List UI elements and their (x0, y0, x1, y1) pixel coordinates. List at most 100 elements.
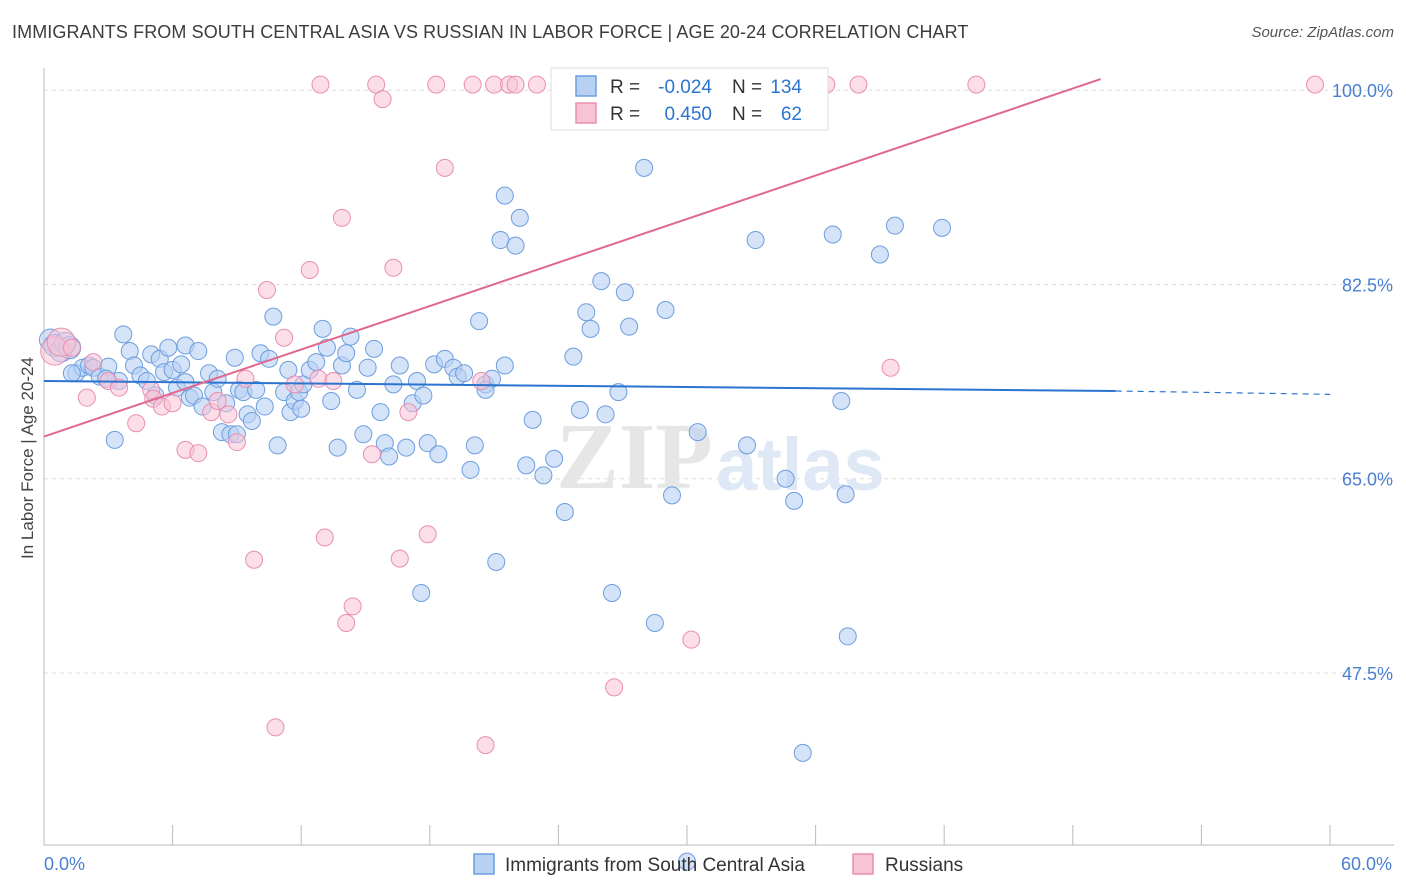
data-point-russians (84, 353, 103, 372)
data-point-russians (1305, 75, 1324, 94)
y-tick-labels: 47.5% 65.0% 82.5% 100.0% (1332, 81, 1393, 684)
data-point-russians (324, 372, 343, 391)
legend-item-pink-label: Russians (885, 855, 963, 876)
data-point-immigrants (105, 430, 124, 449)
y-axis-label: In Labor Force | Age 20-24 (18, 357, 37, 559)
data-point-immigrants (461, 460, 480, 479)
data-point-russians (967, 75, 986, 94)
data-point-immigrants (577, 303, 596, 322)
legend-item-blue-label: Immigrants from South Central Asia (505, 855, 805, 876)
x-tick-labels: 0.0% 60.0% (44, 854, 1392, 874)
data-point-russians (390, 549, 409, 568)
data-point-russians (110, 378, 129, 397)
watermark-atlas: atlas (716, 423, 885, 506)
data-point-immigrants (317, 338, 336, 357)
data-point-russians (485, 75, 504, 94)
data-point-immigrants (836, 485, 855, 504)
data-point-immigrants (365, 339, 384, 358)
trend-line-russians (43, 78, 1101, 438)
chart-title: IMMIGRANTS FROM SOUTH CENTRAL ASIA VS RU… (12, 22, 969, 42)
data-point-immigrants (313, 319, 332, 338)
legend-item-blue-swatch (473, 853, 495, 875)
data-point-immigrants (545, 449, 564, 468)
data-point-immigrants (688, 423, 707, 442)
data-point-russians (418, 525, 437, 544)
data-point-immigrants (159, 338, 178, 357)
legend-swatch-pink (575, 102, 597, 124)
data-point-immigrants (337, 344, 356, 363)
data-point-russians (849, 75, 868, 94)
data-point-immigrants (656, 300, 675, 319)
data-point-russians (62, 338, 81, 357)
data-point-immigrants (570, 400, 589, 419)
data-point-immigrants (620, 317, 639, 336)
legend-swatch-blue (575, 75, 597, 97)
stats-r-label-1: R = (610, 77, 640, 98)
data-point-russians (257, 281, 276, 299)
data-point-immigrants (870, 245, 889, 264)
data-point-russians (315, 528, 334, 547)
data-point-immigrants (354, 425, 373, 444)
data-point-immigrants (292, 399, 311, 418)
data-point-russians (219, 405, 238, 424)
data-point-immigrants (615, 283, 634, 302)
data-point-russians (311, 75, 330, 94)
data-point-russians (77, 388, 96, 407)
data-point-immigrants (495, 356, 514, 375)
data-point-immigrants (264, 307, 283, 326)
data-point-russians (373, 90, 392, 109)
y-tick-label: 100.0% (1332, 81, 1393, 101)
data-point-immigrants (933, 218, 952, 237)
data-point-immigrants (412, 584, 431, 603)
data-point-immigrants (487, 552, 506, 571)
x-tick-label: 0.0% (44, 854, 85, 874)
data-point-immigrants (885, 216, 904, 235)
data-point-immigrants (414, 386, 433, 405)
data-point-immigrants (506, 236, 525, 255)
data-point-immigrants (429, 445, 448, 464)
data-point-immigrants (592, 272, 611, 291)
series-legend: Immigrants from South Central Asia Russi… (473, 853, 963, 876)
data-point-immigrants (491, 231, 510, 250)
trend-lines (43, 78, 1331, 438)
data-point-immigrants (465, 436, 484, 455)
trend-line-immigrants-extension (1115, 390, 1331, 395)
series-russians-points (40, 75, 1324, 755)
data-point-immigrants (189, 342, 208, 361)
data-point-immigrants (832, 392, 851, 410)
data-point-immigrants (510, 208, 529, 227)
data-point-russians (208, 392, 227, 410)
y-tick-label: 82.5% (1342, 275, 1393, 295)
data-point-russians (300, 261, 319, 280)
data-point-immigrants (62, 364, 81, 383)
data-point-russians (399, 403, 418, 422)
stats-r-value-1: -0.024 (658, 77, 712, 98)
data-point-immigrants (225, 348, 244, 367)
data-point-immigrants (307, 353, 326, 372)
data-point-immigrants (268, 436, 287, 455)
source-label: Source: ZipAtlas.com (1251, 24, 1394, 41)
data-point-immigrants (534, 466, 553, 485)
trend-line-immigrants (43, 380, 1116, 393)
data-point-russians (463, 75, 482, 94)
data-point-russians (189, 444, 208, 463)
data-point-immigrants (371, 403, 390, 422)
data-point-immigrants (523, 410, 542, 429)
data-point-immigrants (495, 186, 514, 205)
watermark: ZIP atlas (556, 405, 885, 509)
data-point-immigrants (823, 225, 842, 244)
data-point-russians (275, 328, 294, 347)
data-point-russians (427, 75, 446, 94)
data-point-immigrants (678, 852, 696, 871)
stats-legend: R = -0.024 N = 134 R = 0.450 N = 62 (550, 67, 829, 131)
data-point-russians (476, 736, 495, 755)
stats-r-label-2: R = (610, 104, 640, 125)
data-point-russians (163, 394, 182, 413)
data-point-russians (236, 369, 255, 388)
data-point-immigrants (390, 356, 409, 375)
data-point-russians (682, 630, 701, 649)
data-point-russians (881, 358, 900, 377)
data-point-immigrants (738, 436, 757, 455)
data-point-immigrants (776, 469, 795, 488)
y-tick-label: 65.0% (1342, 470, 1393, 490)
